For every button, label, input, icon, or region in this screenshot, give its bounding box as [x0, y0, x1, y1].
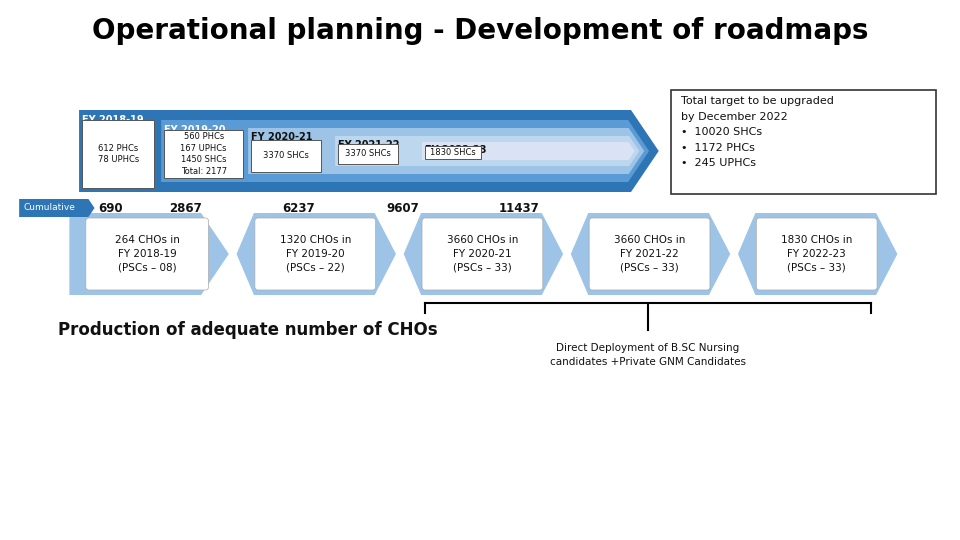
Polygon shape [69, 213, 228, 295]
Text: 2867: 2867 [169, 201, 202, 214]
Text: 560 PHCs
167 UPHCs
1450 SHCs
Total: 2177: 560 PHCs 167 UPHCs 1450 SHCs Total: 2177 [180, 132, 227, 176]
Text: Total target to be upgraded
by December 2022
•  10020 SHCs
•  1172 PHCs
•  245 U: Total target to be upgraded by December … [681, 96, 834, 168]
FancyBboxPatch shape [338, 144, 397, 164]
FancyBboxPatch shape [425, 146, 481, 159]
FancyBboxPatch shape [164, 130, 243, 178]
Polygon shape [335, 136, 639, 166]
Text: Direct Deployment of B.SC Nursing
candidates +Private GNM Candidates: Direct Deployment of B.SC Nursing candid… [550, 343, 746, 367]
FancyBboxPatch shape [82, 120, 155, 188]
Text: 1830 CHOs in
FY 2022-23
(PSCs – 33): 1830 CHOs in FY 2022-23 (PSCs – 33) [781, 235, 852, 273]
Text: 3660 CHOs in
FY 2021-22
(PSCs – 33): 3660 CHOs in FY 2021-22 (PSCs – 33) [613, 235, 685, 273]
FancyBboxPatch shape [589, 218, 710, 290]
Text: 3370 SHCs: 3370 SHCs [345, 150, 391, 159]
Text: FY 2021-22: FY 2021-22 [338, 140, 399, 150]
Text: 6237: 6237 [282, 201, 315, 214]
Text: 1830 SHCs: 1830 SHCs [430, 148, 476, 157]
FancyBboxPatch shape [422, 218, 542, 290]
Polygon shape [79, 110, 659, 192]
Text: Operational planning - Development of roadmaps: Operational planning - Development of ro… [92, 17, 868, 45]
Text: 264 CHOs in
FY 2018-19
(PSCs – 08): 264 CHOs in FY 2018-19 (PSCs – 08) [115, 235, 180, 273]
Text: 3660 CHOs in
FY 2020-21
(PSCs – 33): 3660 CHOs in FY 2020-21 (PSCs – 33) [446, 235, 518, 273]
Text: 3370 SHCs: 3370 SHCs [263, 152, 309, 160]
FancyBboxPatch shape [671, 90, 936, 194]
Polygon shape [236, 213, 396, 295]
Text: 11437: 11437 [498, 201, 539, 214]
Text: 1320 CHOs in
FY 2019-20
(PSCs – 22): 1320 CHOs in FY 2019-20 (PSCs – 22) [279, 235, 351, 273]
Polygon shape [738, 213, 898, 295]
Text: FY 2019-20: FY 2019-20 [164, 125, 226, 135]
Text: 612 PHCs
78 UPHCs: 612 PHCs 78 UPHCs [98, 144, 139, 164]
FancyBboxPatch shape [756, 218, 877, 290]
FancyBboxPatch shape [251, 140, 321, 172]
FancyBboxPatch shape [255, 218, 375, 290]
Text: FY 2018-19: FY 2018-19 [82, 115, 144, 125]
Polygon shape [422, 142, 635, 160]
Polygon shape [571, 213, 731, 295]
Polygon shape [248, 128, 644, 174]
Polygon shape [161, 120, 649, 182]
Text: 690: 690 [99, 201, 123, 214]
Text: FY 2022-23: FY 2022-23 [425, 145, 487, 155]
FancyBboxPatch shape [85, 218, 208, 290]
Text: Cumulative: Cumulative [23, 204, 75, 213]
Text: 9607: 9607 [386, 201, 420, 214]
Text: Production of adequate number of CHOs: Production of adequate number of CHOs [59, 321, 438, 339]
Text: FY 2020-21: FY 2020-21 [251, 132, 313, 142]
Polygon shape [403, 213, 564, 295]
Polygon shape [19, 199, 94, 217]
